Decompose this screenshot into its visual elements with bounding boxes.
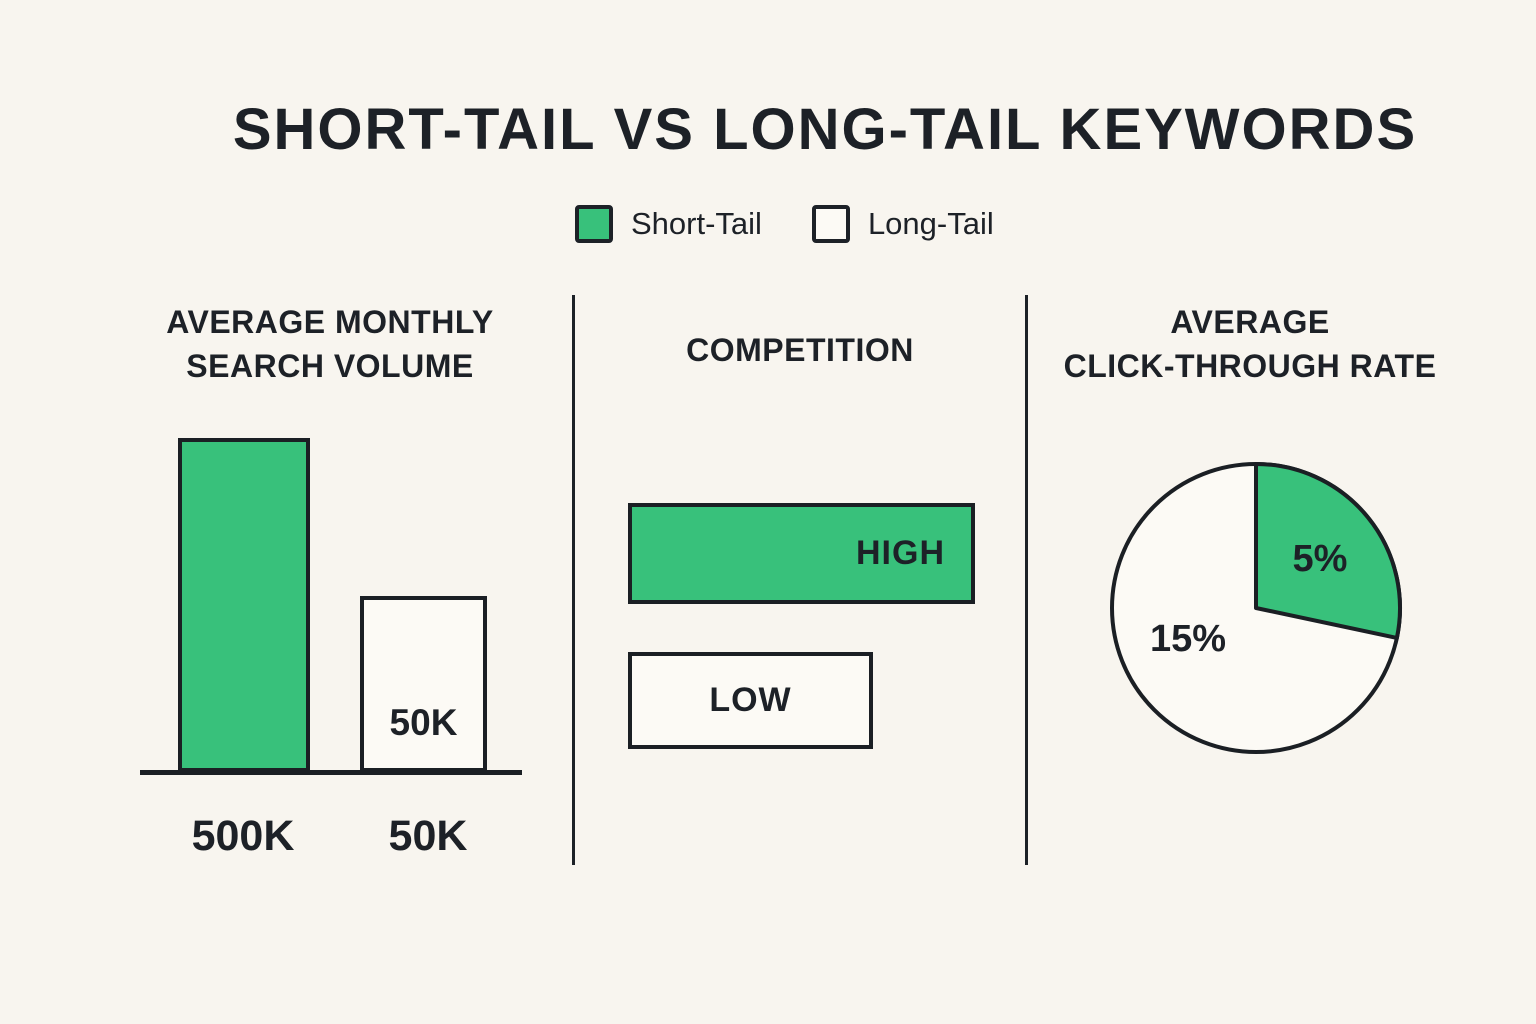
- competition-low-label: LOW: [709, 681, 792, 719]
- pie-long-tail-label: 15%: [1149, 618, 1227, 660]
- bar-short-tail-volume: [178, 438, 310, 772]
- pie-short-tail-slice: [1254, 462, 1402, 640]
- legend: Short-Tail Long-Tail: [575, 202, 1045, 246]
- ctr-title-line1: AVERAGE: [1170, 304, 1330, 340]
- ctr-title-line2: CLICK-THROUGH RATE: [1063, 348, 1437, 384]
- search-volume-title: AVERAGE MONTHLY SEARCH VOLUME: [130, 300, 530, 388]
- pie-short-tail-label: 5%: [1292, 538, 1348, 580]
- bar-long-tail-value-label: 50K: [388, 812, 468, 860]
- bar-short-tail-value-label: 500K: [191, 812, 295, 860]
- page-title: SHORT-TAIL VS LONG-TAIL KEYWORDS: [232, 97, 1418, 162]
- competition-high-label: HIGH: [856, 534, 945, 572]
- legend-item-long-tail: Long-Tail: [811, 205, 994, 243]
- competition-bar-high: HIGH: [628, 503, 975, 604]
- ctr-pie-chart: [1110, 462, 1402, 754]
- bar-long-tail-volume: 50K: [360, 596, 487, 772]
- search-volume-title-line2: SEARCH VOLUME: [186, 348, 474, 384]
- bar-long-tail-inside-label: 50K: [389, 702, 458, 743]
- search-volume-title-line1: AVERAGE MONTHLY: [166, 304, 494, 340]
- legend-item-short-tail: Short-Tail: [575, 205, 762, 243]
- long-tail-swatch-icon: [811, 205, 850, 243]
- bar-chart-baseline: [140, 770, 522, 775]
- legend-label-long-tail: Long-Tail: [867, 206, 994, 241]
- ctr-title: AVERAGE CLICK-THROUGH RATE: [1035, 300, 1465, 388]
- legend-label-short-tail: Short-Tail: [631, 206, 762, 241]
- panel-divider-right: [1025, 295, 1028, 865]
- short-tail-swatch-icon: [575, 205, 613, 243]
- panel-divider-left: [572, 295, 575, 865]
- competition-bar-low: LOW: [628, 652, 873, 749]
- competition-title: COMPETITION: [686, 332, 914, 368]
